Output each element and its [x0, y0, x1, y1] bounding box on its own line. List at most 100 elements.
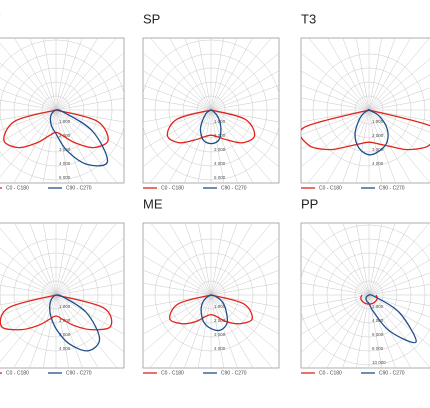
ring: [0, 39, 124, 181]
spoke: [210, 109, 279, 168]
spoke: [308, 223, 370, 296]
intensity-curve: [49, 109, 109, 167]
spoke: [210, 269, 279, 296]
legend-label: C90 - C270: [66, 370, 92, 376]
spoke: [301, 269, 370, 296]
spoke: [210, 38, 272, 111]
spoke: [0, 77, 57, 111]
spoke: [197, 109, 212, 183]
ring: [354, 280, 384, 310]
spoke: [210, 38, 224, 111]
spoke: [14, 223, 57, 296]
spoke: [210, 223, 238, 296]
spoke: [368, 38, 396, 111]
intensity-curve: [166, 109, 256, 144]
legend-label: C0 - C180: [6, 185, 29, 191]
polar-plot: 1 000 2 000 3 000 4 000 5 000: [0, 38, 124, 183]
spoke: [198, 223, 212, 296]
spoke: [210, 38, 253, 111]
spoke: [368, 109, 396, 183]
spoke: [55, 70, 124, 111]
ring: [27, 81, 85, 139]
spoke: [0, 294, 57, 306]
ring-label: 4 000: [372, 161, 384, 166]
ring: [301, 224, 430, 366]
spoke: [150, 38, 212, 111]
ring: [41, 95, 71, 125]
ring-label: 1 000: [59, 304, 71, 309]
spoke: [55, 223, 117, 296]
spoke: [210, 237, 279, 296]
spoke: [210, 109, 279, 150]
spoke: [210, 109, 273, 183]
ring-label: 2 000: [214, 318, 226, 323]
ring-label: 4 000: [372, 318, 384, 323]
spoke: [0, 294, 57, 343]
spoke: [327, 38, 370, 111]
spoke: [55, 294, 70, 368]
spoke: [55, 84, 124, 111]
spoke: [326, 109, 370, 183]
ring: [182, 81, 240, 139]
spoke: [143, 237, 212, 296]
legend-label: C0 - C180: [6, 370, 29, 376]
spoke: [342, 223, 370, 296]
spoke: [168, 294, 212, 368]
intensity-curve: [354, 108, 389, 156]
spoke: [55, 109, 124, 123]
spoke: [356, 38, 370, 111]
spoke: [368, 38, 430, 111]
spoke: [29, 38, 57, 111]
spoke: [368, 109, 412, 183]
spoke: [0, 109, 57, 143]
spoke: [0, 294, 57, 328]
spoke: [143, 97, 212, 111]
spoke: [368, 243, 430, 296]
ring: [154, 53, 268, 167]
spoke: [368, 109, 383, 183]
spoke: [210, 84, 279, 111]
spoke: [0, 294, 57, 363]
ring-label: 2 000: [372, 304, 384, 309]
spoke: [368, 283, 430, 296]
spoke: [143, 269, 212, 296]
spoke: [0, 109, 57, 121]
spoke: [55, 38, 69, 111]
legend-label: C90 - C270: [221, 370, 247, 376]
spoke: [210, 109, 279, 123]
spoke: [301, 109, 370, 123]
spoke: [368, 223, 411, 296]
legend-label: C0 - C180: [161, 185, 184, 191]
spoke: [307, 294, 370, 368]
ring-label: 3 000: [59, 332, 71, 337]
spoke: [368, 294, 430, 368]
spoke: [210, 294, 279, 308]
legend-label: C90 - C270: [379, 185, 405, 191]
spoke: [368, 223, 396, 296]
ring: [13, 67, 99, 153]
spoke: [368, 109, 430, 146]
spoke: [210, 294, 225, 368]
ring-label: 6 000: [372, 332, 384, 337]
spoke: [198, 38, 212, 111]
spoke: [368, 294, 383, 368]
spoke: [143, 109, 212, 168]
spoke: [55, 109, 99, 183]
panel-title: T3: [301, 11, 316, 26]
spoke: [184, 294, 212, 368]
spoke: [301, 97, 370, 111]
spoke: [210, 282, 279, 296]
spoke: [368, 294, 430, 318]
spoke: [169, 223, 212, 296]
spoke: [301, 294, 370, 353]
spoke: [143, 294, 212, 308]
spoke: [55, 109, 118, 183]
spoke: [355, 109, 370, 183]
ring-label: 2 000: [372, 133, 384, 138]
spoke: [55, 294, 99, 368]
ring: [0, 238, 113, 352]
ring: [168, 67, 254, 153]
